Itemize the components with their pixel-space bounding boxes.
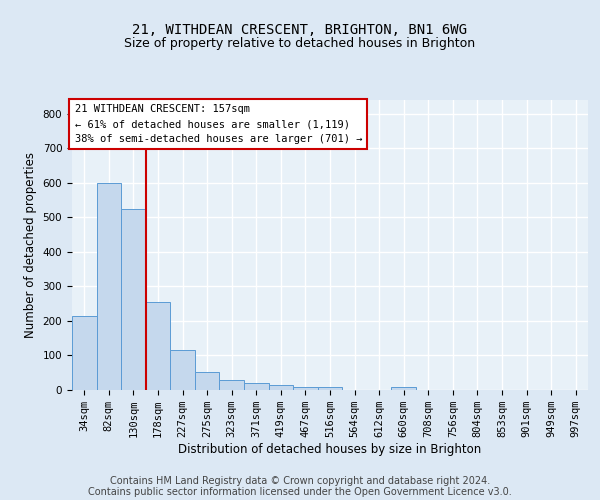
Bar [72, 316, 97, 390]
Y-axis label: Number of detached properties: Number of detached properties [24, 152, 37, 338]
Bar [244, 383, 269, 390]
Text: Contains public sector information licensed under the Open Government Licence v3: Contains public sector information licen… [88, 487, 512, 497]
Bar [97, 183, 121, 390]
Text: 21 WITHDEAN CRESCENT: 157sqm
← 61% of detached houses are smaller (1,119)
38% of: 21 WITHDEAN CRESCENT: 157sqm ← 61% of de… [74, 104, 362, 144]
Bar [195, 372, 220, 390]
Bar [318, 386, 342, 390]
Bar [146, 302, 170, 390]
Bar [220, 380, 244, 390]
Text: 21, WITHDEAN CRESCENT, BRIGHTON, BN1 6WG: 21, WITHDEAN CRESCENT, BRIGHTON, BN1 6WG [133, 22, 467, 36]
Bar [121, 209, 146, 390]
Bar [170, 350, 195, 390]
Bar [269, 385, 293, 390]
Bar [391, 386, 416, 390]
X-axis label: Distribution of detached houses by size in Brighton: Distribution of detached houses by size … [178, 443, 482, 456]
Text: Size of property relative to detached houses in Brighton: Size of property relative to detached ho… [124, 38, 476, 51]
Bar [293, 386, 318, 390]
Text: Contains HM Land Registry data © Crown copyright and database right 2024.: Contains HM Land Registry data © Crown c… [110, 476, 490, 486]
